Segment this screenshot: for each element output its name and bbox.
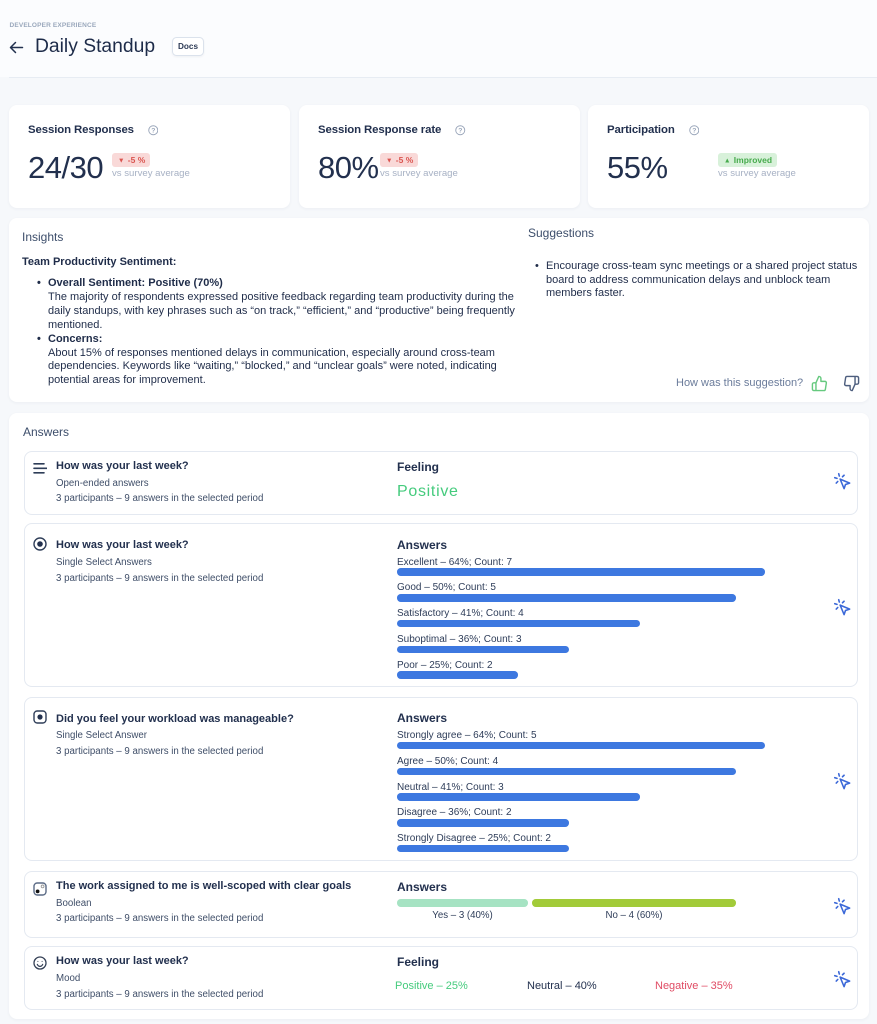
svg-text:?: ? <box>151 128 155 135</box>
svg-text:?: ? <box>458 128 462 135</box>
svg-text:?: ? <box>692 128 696 135</box>
